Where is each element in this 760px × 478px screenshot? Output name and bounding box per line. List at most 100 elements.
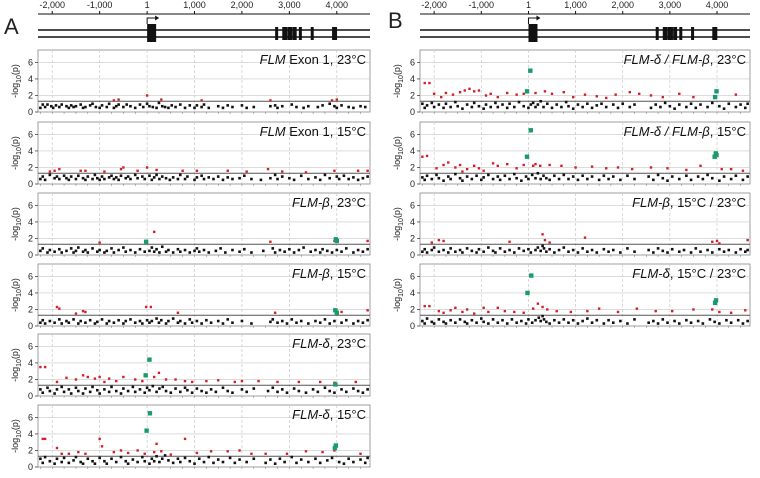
y-axis-label: -log10(p): [10, 207, 23, 241]
data-point-significant: [183, 379, 187, 383]
data-point-nonsignificant: [352, 387, 355, 390]
data-point-nonsignificant: [226, 389, 230, 393]
data-point-nonsignificant: [69, 175, 73, 178]
data-point-nonsignificant: [600, 102, 603, 106]
data-point-nonsignificant: [164, 176, 168, 180]
data-point-nonsignificant: [463, 320, 467, 324]
data-point-nonsignificant: [318, 178, 322, 182]
data-point-nonsignificant: [183, 386, 187, 390]
data-point-nonsignificant: [421, 176, 424, 179]
data-point-nonsignificant: [465, 247, 469, 250]
data-point-nonsignificant: [541, 244, 544, 248]
data-point-nonsignificant: [160, 457, 164, 461]
data-point-nonsignificant: [174, 105, 177, 109]
data-point-significant: [729, 311, 733, 314]
data-point-significant: [122, 375, 125, 379]
data-point-nonsignificant: [214, 390, 218, 394]
data-point-nonsignificant: [425, 104, 429, 107]
data-point-nonsignificant: [527, 247, 530, 251]
data-point-nonsignificant: [706, 173, 709, 177]
data-point-nonsignificant: [133, 106, 137, 110]
exon: [298, 27, 302, 40]
plot-panel-a4: 0 2 4 6 -log10(p) FLM-β, 15°C: [10, 263, 371, 331]
data-point-nonsignificant: [129, 248, 132, 252]
data-point-nonsignificant: [193, 249, 196, 253]
data-point-nonsignificant: [183, 322, 187, 325]
y-tick-label: 0: [410, 321, 415, 331]
data-point-nonsignificant: [79, 103, 82, 106]
data-point-nonsignificant: [138, 319, 142, 323]
data-point-nonsignificant: [352, 460, 355, 464]
data-point-nonsignificant: [112, 106, 116, 110]
data-point-nonsignificant: [245, 460, 248, 464]
data-point-significant: [685, 168, 688, 172]
data-point-nonsignificant: [48, 389, 52, 393]
gene-ruler-tick-label: 1: [145, 0, 150, 10]
data-point-nonsignificant: [602, 322, 606, 325]
data-point-nonsignificant: [604, 105, 608, 109]
data-point-nonsignificant: [178, 460, 182, 464]
data-point-significant: [257, 379, 260, 383]
data-point-nonsignificant: [150, 246, 154, 249]
data-point-nonsignificant: [290, 318, 294, 321]
data-point-nonsignificant: [164, 322, 168, 325]
data-point-significant: [487, 310, 490, 314]
y-tick-label: 2: [28, 374, 33, 384]
data-point-nonsignificant: [517, 247, 521, 250]
data-point-nonsignificant: [292, 251, 296, 254]
data-point-nonsignificant: [557, 321, 561, 324]
data-point-significant: [628, 90, 631, 94]
data-point-nonsignificant: [363, 105, 367, 109]
data-point-significant: [98, 241, 101, 244]
plot-panel-b1: 0 2 4 6 -log10(p) FLM-δ / FLM-β, 23°C: [392, 49, 751, 117]
data-point-nonsignificant: [69, 104, 73, 107]
data-point-nonsignificant: [512, 251, 516, 254]
data-point-nonsignificant: [169, 391, 173, 394]
y-axis-label-tail: (p): [392, 207, 402, 218]
data-point-nonsignificant: [545, 176, 548, 180]
data-point-nonsignificant: [133, 321, 137, 324]
data-point-nonsignificant: [689, 102, 693, 106]
data-point-nonsignificant: [114, 176, 118, 179]
data-point-significant: [98, 375, 101, 379]
data-point-nonsignificant: [576, 251, 580, 254]
data-point-nonsignificant: [276, 177, 279, 181]
data-point-nonsignificant: [656, 247, 660, 250]
data-point-nonsignificant: [670, 247, 674, 251]
y-tick-label: 2: [410, 162, 415, 172]
data-point-significant: [84, 169, 87, 172]
data-point-nonsignificant: [72, 251, 75, 254]
data-point-nonsignificant: [461, 251, 464, 254]
gene-ruler-tick-label: -2,000: [421, 0, 447, 10]
data-point-nonsignificant: [46, 251, 49, 254]
data-point-significant: [143, 452, 146, 455]
exon-1: [147, 24, 157, 42]
data-point-nonsignificant: [661, 176, 665, 180]
data-point-nonsignificant: [347, 457, 350, 461]
panel-title-gene: FLM-δ / FLM-β: [624, 124, 711, 139]
data-point-nonsignificant: [81, 250, 85, 253]
data-point-nonsignificant: [576, 322, 580, 325]
data-point-nonsignificant: [58, 247, 61, 251]
data-point-nonsignificant: [597, 178, 601, 182]
data-point-nonsignificant: [148, 104, 151, 108]
data-point-nonsignificant: [98, 106, 101, 110]
data-point-nonsignificant: [155, 173, 158, 177]
data-point-nonsignificant: [55, 175, 59, 178]
gene-ruler-tick-label: 4,000: [326, 0, 349, 10]
data-point-significant: [74, 312, 78, 315]
data-point-nonsignificant: [652, 251, 655, 254]
data-point-nonsignificant: [72, 459, 75, 462]
y-axis-label-sub: 10: [398, 147, 405, 155]
data-point-significant: [444, 91, 448, 95]
data-point-nonsignificant: [454, 100, 457, 104]
data-point-significant: [550, 92, 554, 96]
y-axis-label-sub: 10: [16, 218, 23, 226]
data-point-nonsignificant: [238, 458, 241, 461]
data-point-nonsignificant: [553, 318, 556, 322]
data-point-nonsignificant: [86, 175, 90, 178]
data-point-nonsignificant: [55, 457, 59, 461]
data-point-significant: [515, 167, 518, 170]
data-point-nonsignificant: [292, 387, 296, 390]
y-tick-label: 0: [28, 107, 33, 117]
